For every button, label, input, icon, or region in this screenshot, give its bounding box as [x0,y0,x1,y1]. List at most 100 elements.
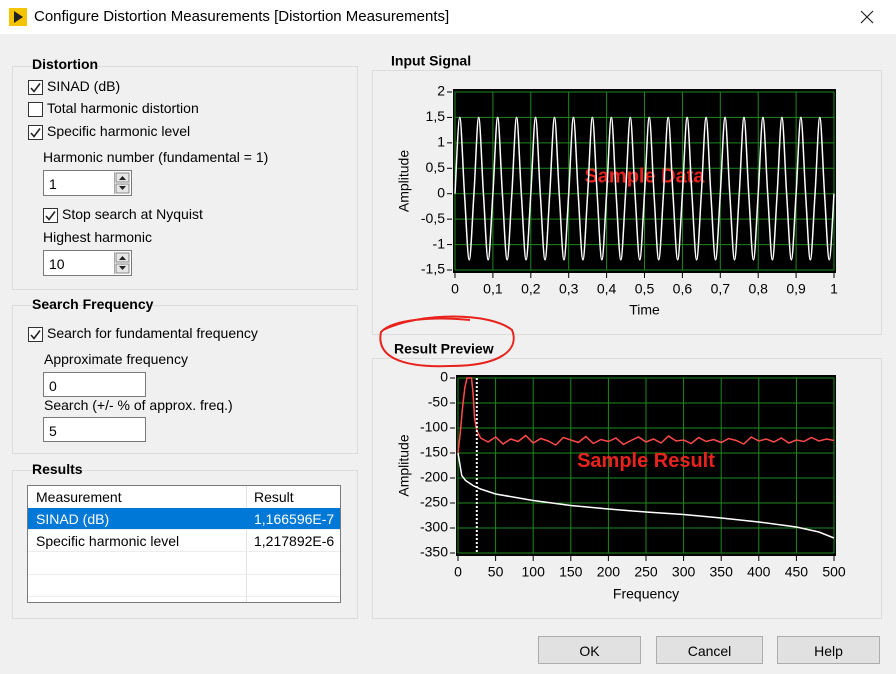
x-tick-label: 300 [672,564,696,580]
numeric-input[interactable]: 1 [43,170,132,196]
x-tick-label: 150 [559,564,583,580]
x-tick-label: 0,3 [559,281,579,297]
input-value[interactable]: 1 [49,176,57,192]
column-header[interactable]: Measurement [36,489,122,505]
group-title: Distortion [32,56,99,72]
y-tick-label: -1 [433,235,446,251]
y-axis-label: Amplitude [396,434,412,496]
results-table[interactable]: Measurement Result SINAD (dB) 1,166596E-7… [27,485,341,603]
checkbox-label[interactable]: SINAD (dB) [47,78,121,94]
window-title: Configure Distortion Measurements [Disto… [34,8,450,25]
y-tick-label: -350 [420,544,448,560]
x-tick-label: 0,4 [597,281,617,297]
input-value[interactable]: 0 [49,378,57,394]
checkmark [30,330,41,340]
numeric-input[interactable]: 10 [43,250,132,276]
input-value[interactable]: 5 [49,423,57,439]
x-tick-label: 0,9 [786,281,806,297]
title-bar: Configure Distortion Measurements [Disto… [0,0,896,34]
column-divider [246,486,247,602]
x-tick-label: 0,2 [521,281,541,297]
table-cell[interactable]: SINAD (dB) [28,508,246,530]
x-tick-label: 0 [451,281,459,297]
ok-button[interactable]: OK [538,636,641,664]
x-tick-label: 1 [830,281,838,297]
app-icon [9,8,27,26]
x-tick-label: 200 [597,564,621,580]
y-tick-label: -1,5 [421,261,445,277]
y-tick-label: 2 [437,83,445,99]
y-tick-label: -50 [428,394,448,410]
y-tick-label: 1 [437,134,445,150]
checkbox[interactable] [28,102,43,117]
group-title: Search Frequency [32,296,154,312]
checkbox[interactable] [28,80,43,95]
group-title: Results [32,461,83,477]
y-tick-label: -300 [420,519,448,535]
x-tick-label: 0,7 [711,281,731,297]
numeric-input[interactable]: 5 [43,417,146,442]
data-line [457,452,835,539]
checkbox[interactable] [43,208,58,223]
checkbox[interactable] [28,327,43,342]
annotation-circle [379,315,515,368]
group-box [12,305,358,454]
chart-title: Result Preview [394,341,494,357]
y-tick-label: -100 [420,419,448,435]
table-cell[interactable]: Specific harmonic level [28,530,246,552]
input-value[interactable]: 10 [49,256,65,272]
table-cell[interactable]: 1,166596E-7 [246,508,340,530]
x-tick-label: 100 [522,564,546,580]
cancel-button[interactable]: Cancel [656,636,763,664]
checkmark [30,128,41,138]
y-tick-label: 0 [437,184,445,200]
group-box [372,70,882,335]
y-tick-label: 1,5 [426,108,446,124]
column-header[interactable]: Result [254,489,294,505]
y-tick-label: -250 [420,494,448,510]
checkbox-label[interactable]: Stop search at Nyquist [62,206,203,222]
spinner[interactable] [114,252,130,274]
x-tick-label: 250 [634,564,658,580]
x-tick-label: 50 [488,564,504,580]
group-box [12,66,358,290]
y-tick-label: -150 [420,444,448,460]
field-label: Highest harmonic [43,229,152,245]
selected-row[interactable] [28,508,340,530]
y-tick-label: 0 [440,369,448,385]
help-button[interactable]: Help [777,636,880,664]
checkmark [30,83,41,93]
row-divider [28,574,340,575]
field-label: Search (+/- % of approx. freq.) [44,397,233,413]
close-button[interactable] [860,10,874,24]
annotation: Sample Result [577,450,715,472]
x-tick-label: 450 [785,564,809,580]
y-tick-label: 0,5 [426,159,446,175]
row-divider [28,596,340,597]
x-tick-label: 0,1 [483,281,503,297]
data-line [457,377,835,454]
spinner[interactable] [114,172,130,194]
group-box [372,358,882,619]
checkmark [45,211,56,221]
x-tick-label: 0,6 [673,281,693,297]
group-box [12,470,358,619]
numeric-input[interactable]: 0 [43,372,146,397]
chart-title: Input Signal [391,53,471,69]
field-label: Harmonic number (fundamental = 1) [43,149,269,165]
x-tick-label: 0,5 [635,281,655,297]
checkbox-label[interactable]: Specific harmonic level [47,123,191,139]
checkbox-label[interactable]: Search for fundamental frequency [47,325,258,341]
checkbox-label[interactable]: Total harmonic distortion [47,100,199,116]
y-axis-label: Amplitude [396,150,412,212]
x-axis-label: Time [629,302,660,318]
data-line [454,116,835,261]
x-tick-label: 0 [454,564,462,580]
table-cell[interactable]: 1,217892E-6 [246,530,340,552]
x-tick-label: 500 [822,564,846,580]
x-axis-label: Frequency [613,586,679,602]
checkbox[interactable] [28,125,43,140]
y-tick-label: -0,5 [421,210,445,226]
